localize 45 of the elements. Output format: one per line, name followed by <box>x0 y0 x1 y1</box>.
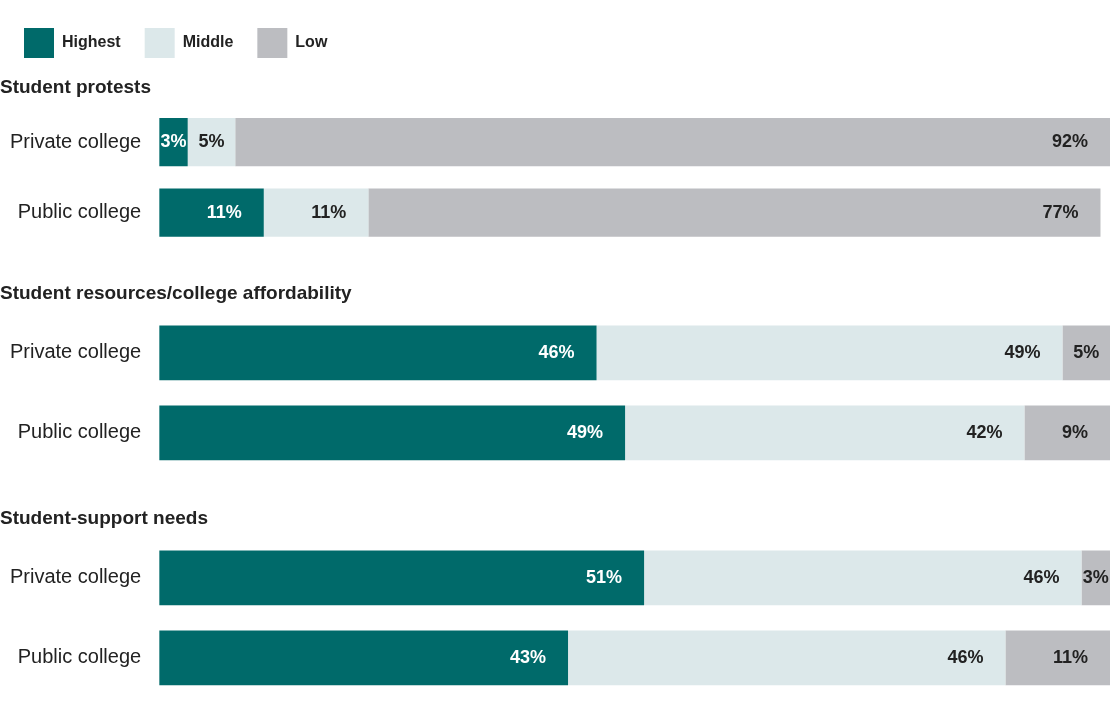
data-label: 5% <box>1073 341 1100 362</box>
bar <box>159 405 626 461</box>
data-label: 9% <box>1061 421 1088 442</box>
data-label: 49% <box>1004 341 1041 362</box>
y-tick-label: Private college <box>9 565 142 588</box>
y-tick-label: Private college <box>9 129 142 152</box>
data-label: 3% <box>1082 566 1109 587</box>
bar <box>159 325 597 381</box>
bar <box>568 630 1006 686</box>
y-tick-label: Public college <box>17 645 142 668</box>
bar <box>1062 325 1110 381</box>
bar <box>1005 630 1110 686</box>
y-tick-label: Public college <box>17 200 142 223</box>
data-label: 42% <box>966 421 1003 442</box>
y-tick-label: Private college <box>9 340 142 363</box>
data-label: 51% <box>586 566 623 587</box>
chart-title: Student-support needs <box>0 506 208 528</box>
data-label: 3% <box>160 131 187 152</box>
legend-label: Highest <box>62 33 122 51</box>
data-label: 46% <box>947 646 984 667</box>
chart-title: Student protests <box>0 75 151 97</box>
legend-label: Low <box>295 33 328 51</box>
bar <box>644 550 1082 606</box>
data-label: 11% <box>311 201 347 222</box>
bar <box>159 630 569 686</box>
bar <box>625 405 1025 461</box>
bar <box>263 188 369 237</box>
data-label: 43% <box>510 646 547 667</box>
data-label: 77% <box>1042 201 1079 222</box>
bar <box>235 117 1110 167</box>
data-label: 11% <box>1052 646 1088 667</box>
bar <box>368 188 1101 237</box>
data-label: 92% <box>1051 131 1088 152</box>
y-tick-label: Public college <box>17 420 142 443</box>
data-label: 49% <box>567 421 604 442</box>
bar <box>1024 405 1110 461</box>
bar <box>159 188 264 237</box>
chart-title: Student resources/college affordability <box>0 281 353 303</box>
data-label: 46% <box>1023 566 1060 587</box>
bar <box>159 550 645 606</box>
bar <box>596 325 1063 381</box>
data-label: 46% <box>538 341 575 362</box>
data-label: 11% <box>206 201 242 222</box>
data-label: 5% <box>198 131 225 152</box>
legend-label: Middle <box>182 33 234 51</box>
